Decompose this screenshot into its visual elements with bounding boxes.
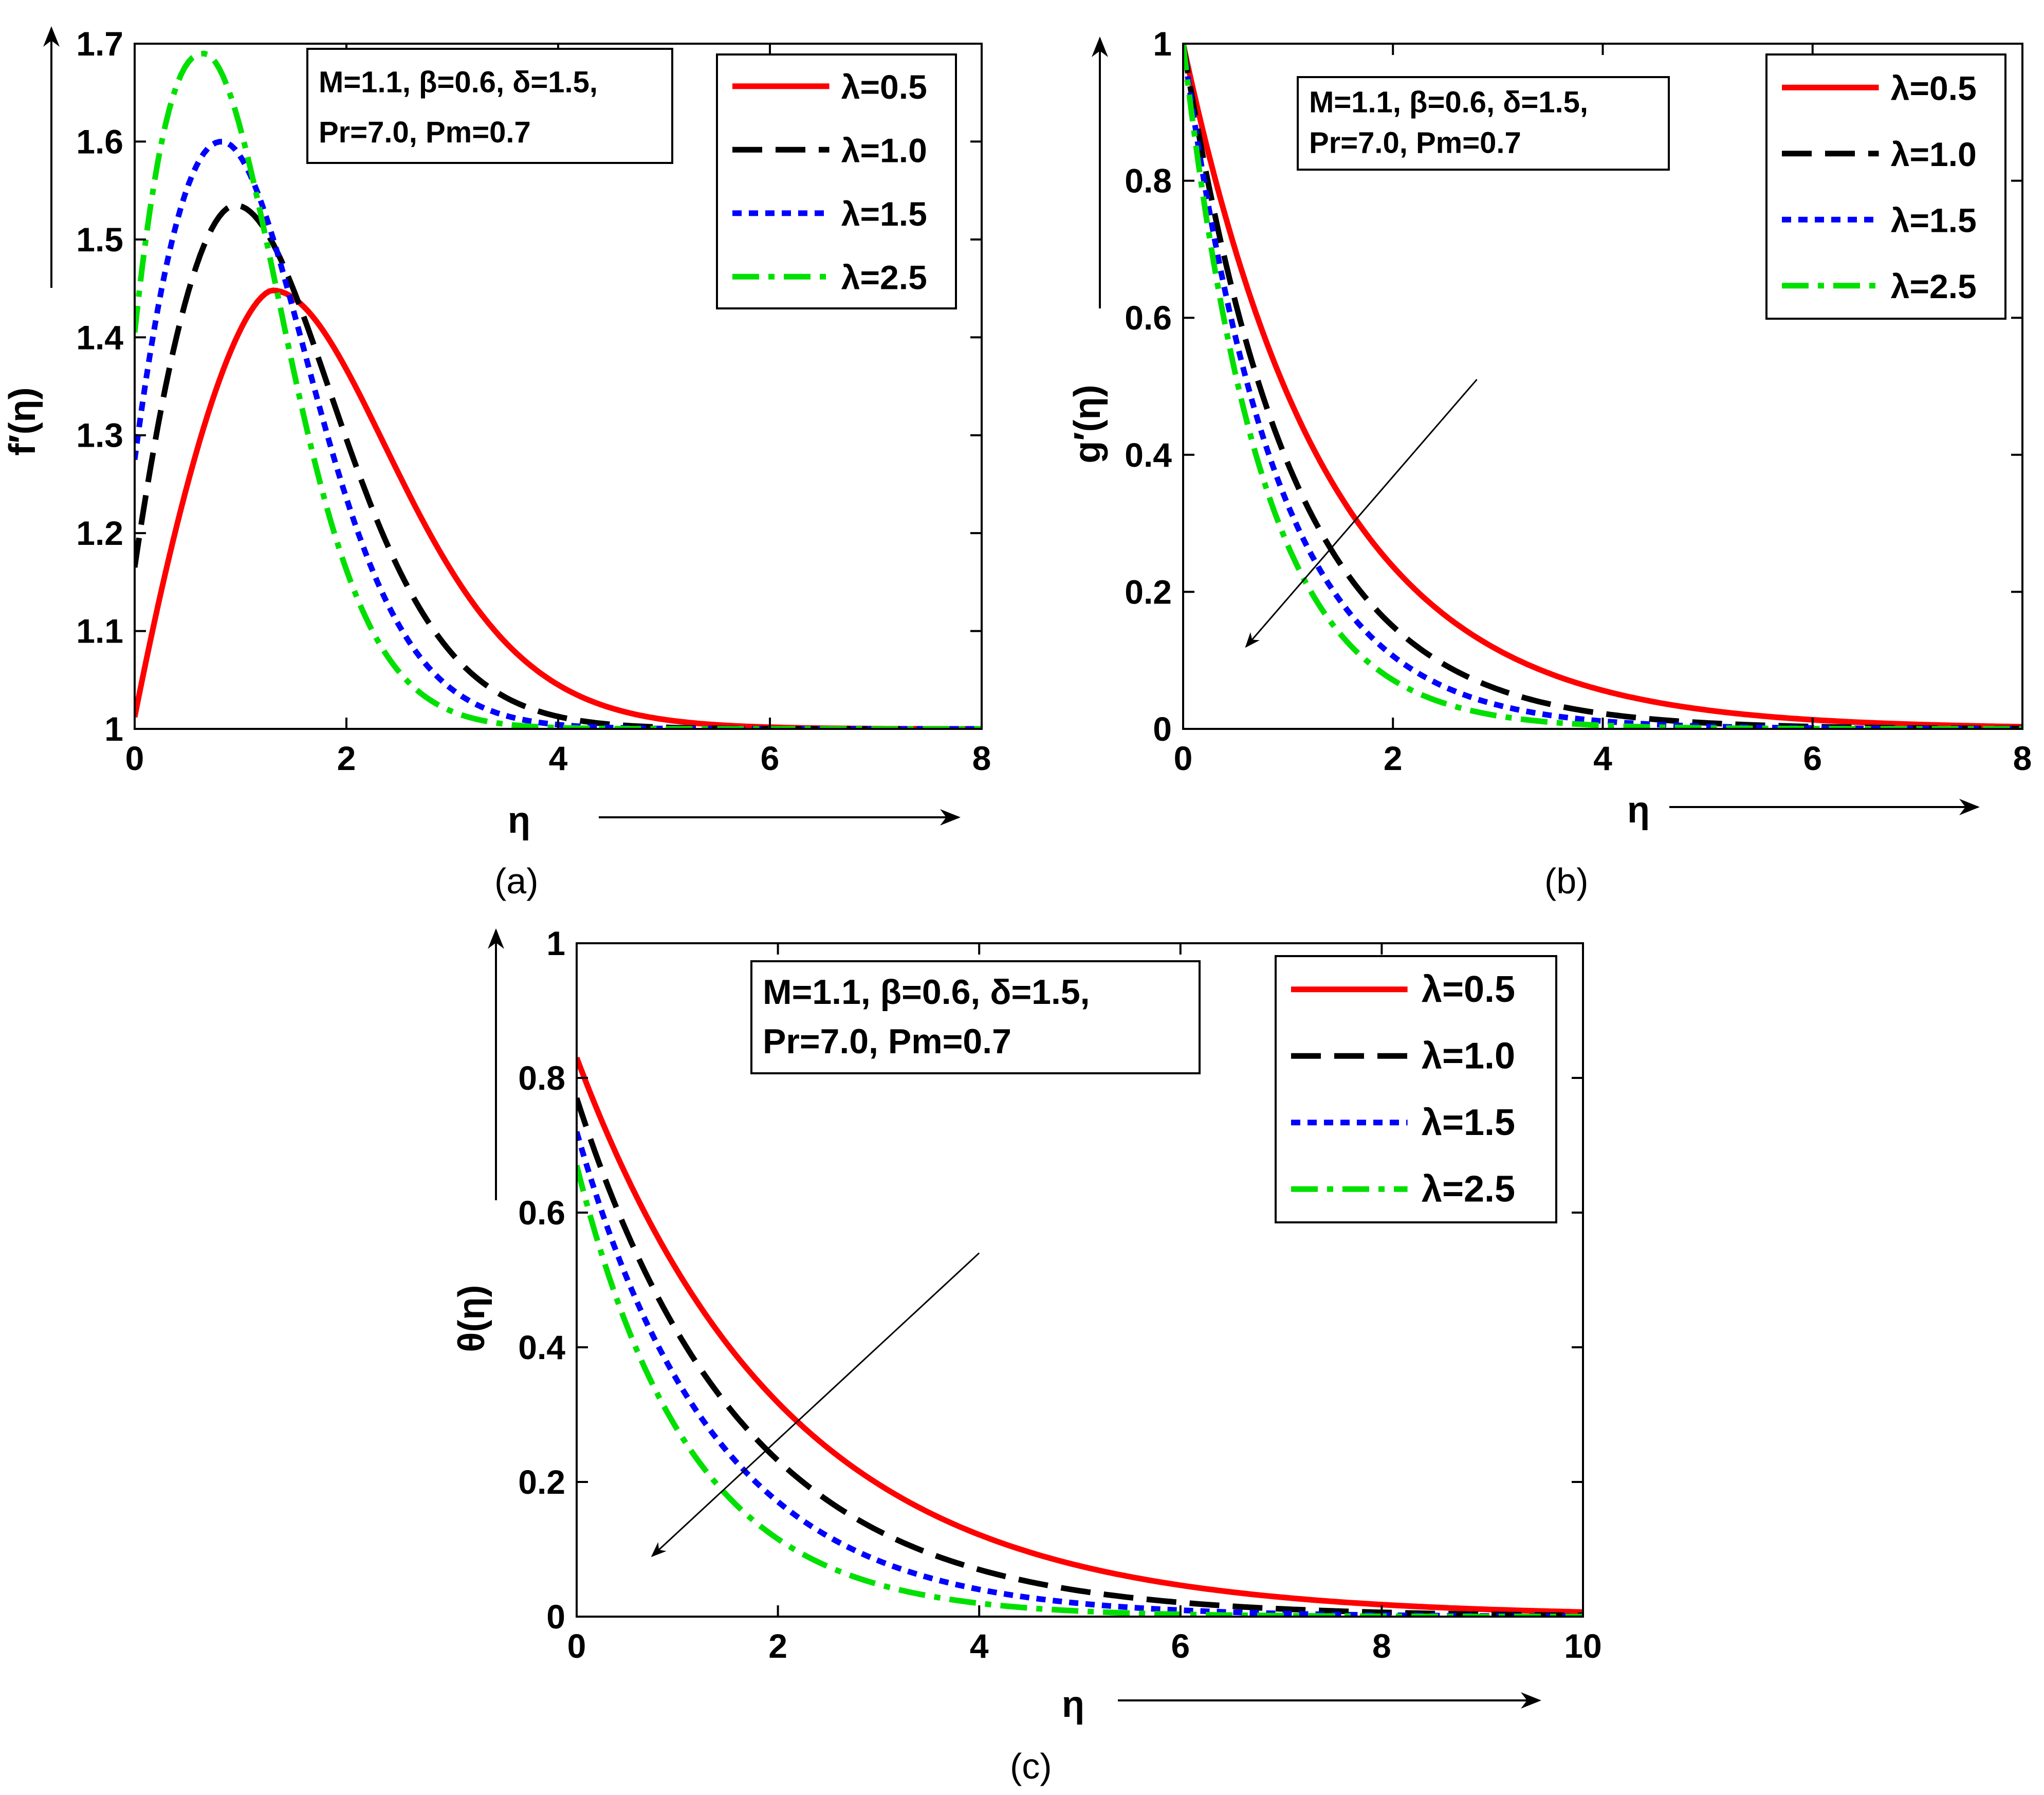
params-box	[1297, 76, 1670, 171]
params-line-1: M=1.1, β=0.6, δ=1.5,	[319, 65, 598, 99]
legend-label-3: λ=2.5	[1891, 267, 1977, 305]
y-axis-label: θ(η)	[451, 1285, 492, 1352]
legend-box	[1275, 955, 1557, 1223]
x-tick-label: 2	[337, 739, 356, 777]
x-tick-label: 4	[549, 739, 568, 777]
y-tick-label: 0.6	[518, 1194, 565, 1232]
params-line-2: Pr=7.0, Pm=0.7	[319, 116, 531, 149]
y-tick-label: 0.8	[518, 1059, 565, 1097]
panel-label: (b)	[1544, 861, 1589, 901]
legend-label-1: λ=1.0	[1891, 135, 1977, 173]
x-tick-label: 6	[1171, 1627, 1190, 1665]
params-line-2: Pr=7.0, Pm=0.7	[763, 1022, 1011, 1061]
panel-b: 0 2 4 6 8 0 0.2 0.4 0.6 0.8 1 g′(η) η M=1.1, β=0.6, δ…	[1067, 25, 2032, 901]
params-line-2: Pr=7.0, Pm=0.7	[1309, 126, 1521, 160]
series-line-a-0	[135, 287, 982, 729]
axes-box-c	[576, 942, 1584, 1618]
panel-label: (a)	[494, 861, 539, 901]
x-tick-label: 8	[972, 739, 991, 777]
y-tick-label: 0	[1153, 710, 1172, 748]
x-tick-label: 0	[125, 739, 144, 777]
params-line-1: M=1.1, β=0.6, δ=1.5,	[763, 973, 1090, 1012]
y-tick-label: 0	[546, 1598, 565, 1636]
y-tick-label: 0.4	[1125, 436, 1172, 474]
legend-label-1: λ=1.0	[841, 131, 927, 169]
legend-label-0: λ=0.5	[841, 68, 927, 106]
x-tick-label: 10	[1564, 1627, 1601, 1665]
x-axis-label: η	[1062, 1684, 1084, 1725]
y-tick-label: 0.4	[518, 1328, 565, 1366]
x-tick-label: 8	[1372, 1627, 1391, 1665]
legend-label-3: λ=2.5	[841, 258, 927, 296]
x-tick-label: 4	[970, 1627, 989, 1665]
y-axis-label: f′(η)	[2, 387, 43, 455]
y-tick-label: 1.4	[76, 318, 123, 356]
legend-box	[716, 53, 957, 309]
y-axis-label: g′(η)	[1067, 384, 1108, 463]
legend-label-2: λ=1.5	[1891, 201, 1977, 239]
legend-label-2: λ=1.5	[841, 195, 927, 233]
x-axis-label: η	[508, 800, 530, 841]
legend-box	[1765, 53, 2006, 320]
trend-arrow	[651, 1252, 980, 1558]
series-line-c-3	[577, 1164, 1583, 1617]
trend-arrow	[1245, 379, 1478, 648]
y-tick-label: 1	[1153, 25, 1172, 63]
x-tick-label: 4	[1593, 739, 1612, 777]
y-tick-label: 1.1	[76, 612, 123, 650]
y-tick-label: 0.2	[518, 1463, 565, 1501]
x-tick-label: 2	[768, 1627, 787, 1665]
x-tick-label: 6	[1803, 739, 1822, 777]
x-axis-label: η	[1627, 790, 1650, 831]
x-tick-label: 0	[1174, 739, 1193, 777]
y-tick-label: 0.2	[1125, 573, 1172, 611]
y-tick-label: 1.7	[76, 25, 123, 63]
params-line-1: M=1.1, β=0.6, δ=1.5,	[1309, 85, 1588, 119]
series-line-c-0	[577, 1056, 1583, 1615]
legend-label-3: λ=2.5	[1422, 1168, 1515, 1210]
panel-c: 0 2 4 6 8 10 0 0.2 0.4 0.6 0.8 1 θ(η) η M=1.1, β=0.6, …	[451, 924, 1602, 1786]
y-tick-label: 1	[546, 924, 565, 962]
series-line-b-0	[1183, 43, 2022, 729]
legend-label-0: λ=0.5	[1422, 969, 1515, 1010]
legend-label-0: λ=0.5	[1891, 69, 1977, 107]
x-tick-label: 2	[1384, 739, 1403, 777]
legend-label-1: λ=1.0	[1422, 1035, 1515, 1076]
panel-label: (c)	[1010, 1746, 1052, 1786]
y-tick-label: 0.8	[1125, 162, 1172, 200]
y-tick-label: 1	[104, 710, 123, 748]
y-tick-label: 0.6	[1125, 299, 1172, 337]
y-tick-label: 1.2	[76, 514, 123, 552]
x-tick-label: 8	[2013, 739, 2032, 777]
params-box	[750, 960, 1201, 1074]
y-tick-label: 1.3	[76, 416, 123, 454]
x-tick-label: 6	[761, 739, 780, 777]
x-tick-label: 0	[567, 1627, 586, 1665]
legend-label-2: λ=1.5	[1422, 1102, 1515, 1143]
y-tick-label: 1.5	[76, 221, 123, 259]
params-box	[306, 48, 673, 164]
y-tick-label: 1.6	[76, 122, 123, 160]
panel-a: 0 2 4 6 8 1 1.1 1.2 1.3 1.4 1.5 1.6 1.7 f′(η) η M=1.1, …	[2, 25, 991, 901]
